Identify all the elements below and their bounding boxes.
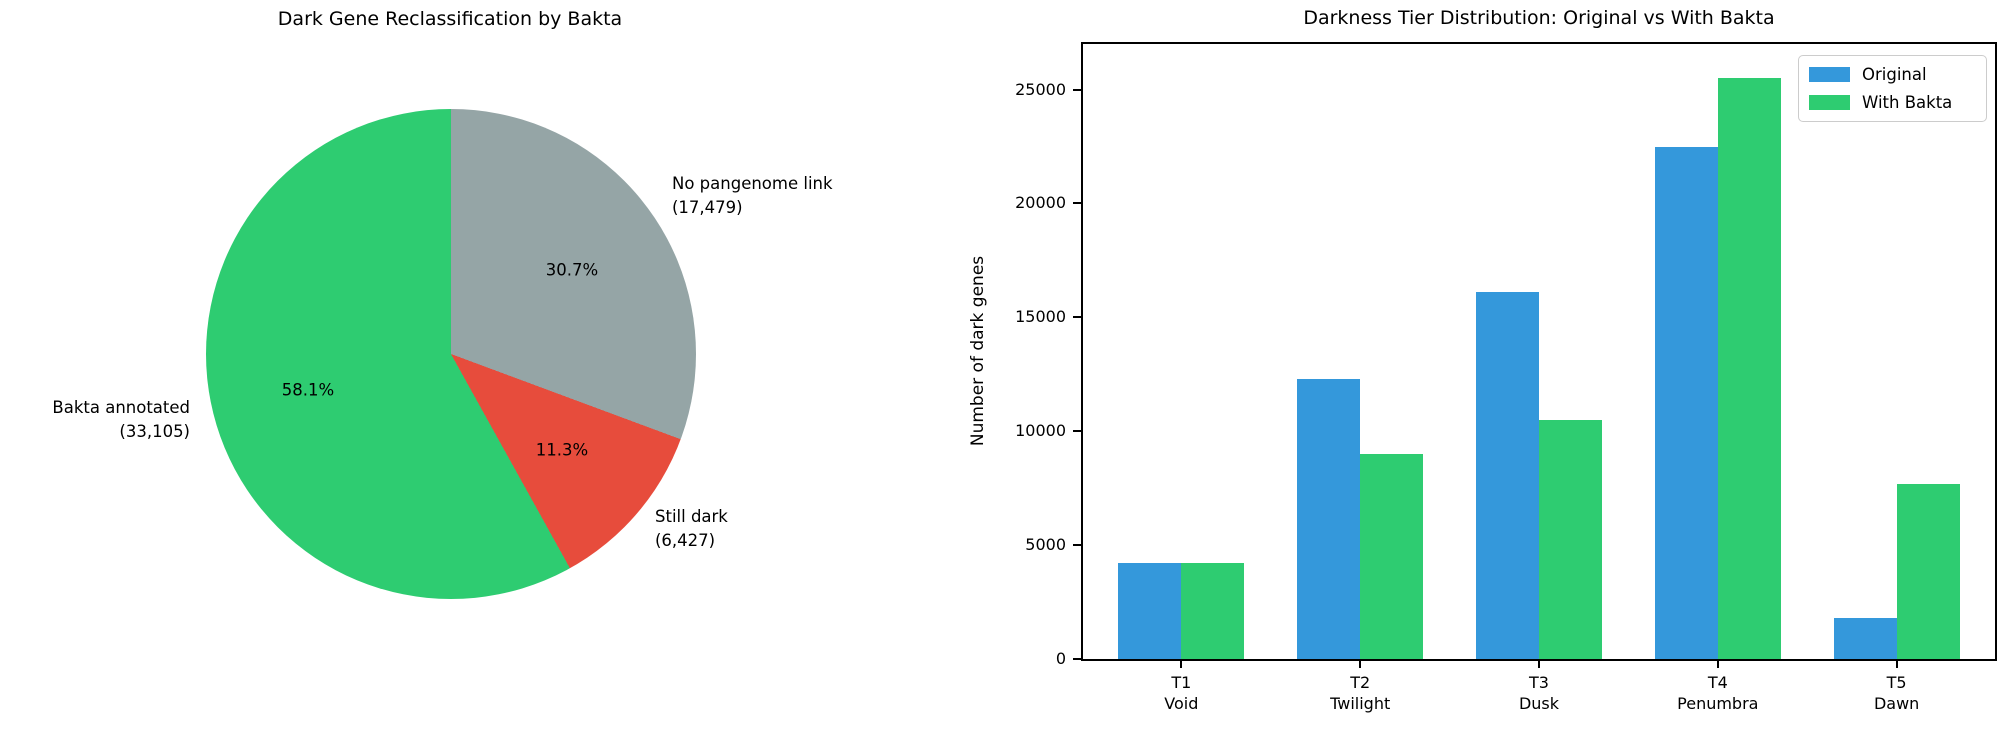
- legend-swatch-original: [1809, 67, 1850, 82]
- x-tick-tier: T4: [1707, 673, 1728, 692]
- pie-slice-count: (6,427): [655, 530, 716, 550]
- x-tick-label-t5: T5 Dawn: [1817, 672, 1977, 714]
- y-tick-mark: [1073, 430, 1083, 433]
- y-tick-mark: [1073, 544, 1083, 547]
- x-tick-name: Twilight: [1330, 694, 1391, 713]
- bar-original-t2: [1297, 378, 1361, 659]
- x-tick-tier: T2: [1350, 673, 1371, 692]
- y-tick-mark: [1073, 316, 1083, 319]
- legend-label: Original: [1862, 65, 1927, 84]
- pie-chart: [206, 109, 696, 599]
- y-tick-mark: [1073, 88, 1083, 91]
- pie-slice-count: (17,479): [672, 197, 743, 217]
- y-tick-label: 5000: [1025, 535, 1066, 555]
- bar-with-bakta-t2: [1360, 454, 1424, 659]
- x-tick-name: Penumbra: [1677, 694, 1759, 713]
- y-tick-label: 25000: [1015, 79, 1066, 99]
- x-tick-mark: [1180, 659, 1183, 668]
- y-tick-label: 20000: [1015, 193, 1066, 213]
- x-tick-label-t3: T3 Dusk: [1459, 672, 1619, 714]
- y-tick-label: 15000: [1015, 307, 1066, 327]
- bar-original-t1: [1118, 563, 1182, 659]
- pie-slice-label-text: Still dark: [655, 507, 728, 526]
- pie-slice-label-still-dark: Still dark (6,427): [655, 505, 728, 553]
- x-tick-mark: [1895, 659, 1898, 668]
- pie-pct-bakta-annotated: 58.1%: [281, 380, 335, 400]
- legend-entry-original: Original: [1809, 65, 1976, 84]
- x-tick-mark: [1359, 659, 1362, 668]
- x-tick-label-t2: T2 Twilight: [1280, 672, 1440, 714]
- bar-plot-inner: 0 5000 10000 15000 20000 25000 T1 Void T2 Twiligh…: [1015, 44, 1995, 713]
- y-axis-label: Number of dark genes: [968, 255, 988, 447]
- pie-pct-still-dark: 11.3%: [535, 440, 589, 460]
- bar-original-t3: [1476, 292, 1539, 659]
- x-tick-mark: [1716, 659, 1719, 668]
- pie-slice-label-text: Bakta annotated: [52, 398, 190, 417]
- legend-entry-with-bakta: With Bakta: [1809, 93, 1976, 112]
- pie-slice-label-text: No pangenome link: [672, 174, 833, 193]
- x-tick-name: Dawn: [1873, 694, 1920, 713]
- y-tick-mark: [1073, 658, 1083, 660]
- legend-swatch-with-bakta: [1809, 95, 1850, 110]
- x-tick-name: Dusk: [1518, 694, 1560, 713]
- bar-plot-area: 0 5000 10000 15000 20000 25000 T1 Void T2 Twiligh…: [1015, 42, 1997, 713]
- x-tick-label-t1: T1 Void: [1101, 672, 1261, 714]
- pie-slice-label-no-pangenome-link: No pangenome link (17,479): [672, 172, 833, 220]
- x-tick-tier: T5: [1886, 673, 1907, 692]
- y-tick-mark: [1073, 202, 1083, 205]
- pie-pct-no-pangenome-link: 30.7%: [545, 260, 599, 280]
- pie-slice-count: (33,105): [119, 421, 190, 441]
- y-tick-label: 10000: [1015, 421, 1066, 441]
- y-tick-label: 0: [1055, 649, 1066, 668]
- bar-with-bakta-t5: [1896, 483, 1960, 659]
- x-tick-name: Void: [1164, 694, 1199, 713]
- pie-chart-title: Dark Gene Reclassification by Bakta: [277, 8, 623, 30]
- pie-slice-label-bakta-annotated: Bakta annotated (33,105): [0, 396, 190, 444]
- bar-chart-title: Darkness Tier Distribution: Original vs …: [1303, 7, 1775, 29]
- legend: Original With Bakta: [1798, 55, 1987, 122]
- x-tick-tier: T1: [1171, 673, 1192, 692]
- x-tick-tier: T3: [1529, 673, 1549, 692]
- x-tick-label-t4: T4 Penumbra: [1638, 672, 1798, 714]
- bar-original-t4: [1654, 146, 1718, 659]
- bar-with-bakta-t1: [1181, 563, 1245, 659]
- bar-with-bakta-t4: [1717, 78, 1781, 659]
- bar-with-bakta-t3: [1539, 419, 1602, 659]
- legend-label: With Bakta: [1862, 93, 1953, 112]
- bar-original-t5: [1833, 618, 1897, 659]
- x-tick-mark: [1538, 659, 1540, 668]
